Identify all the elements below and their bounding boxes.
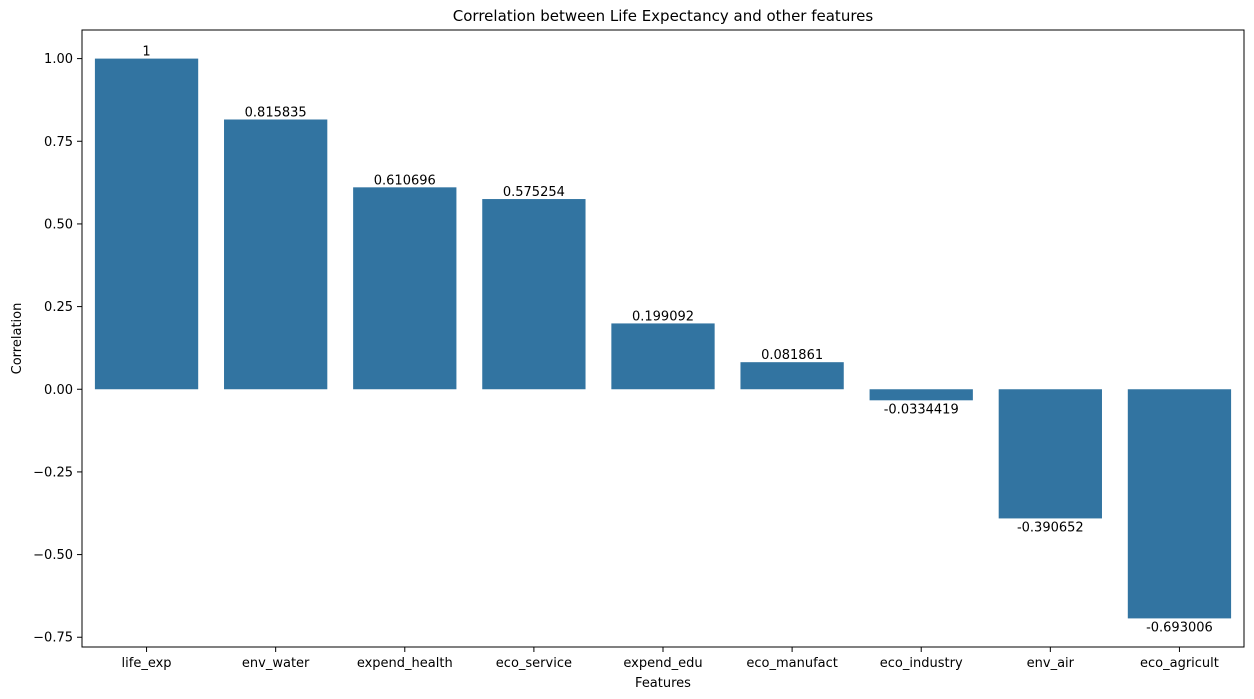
x-tick-label-eco_agricult: eco_agricult [1140, 656, 1219, 671]
x-tick-label-expend_edu: expend_edu [623, 656, 702, 671]
x-tick-label-env_air: env_air [1027, 656, 1075, 671]
bar-life_exp [94, 58, 199, 390]
y-axis: −0.75 −0.50 −0.25 0.00 0.25 0.50 0.75 1.00 [33, 52, 82, 646]
y-tick-label: 0.75 [44, 135, 73, 150]
x-axis-label: Features [635, 676, 691, 691]
data-label-eco_agricult: -0.693006 [1146, 620, 1213, 635]
bar-eco_agricult [1127, 389, 1232, 619]
y-tick-label: 1.00 [44, 52, 73, 67]
x-tick-label-env_water: env_water [242, 656, 310, 671]
data-label-expend_health: 0.610696 [374, 173, 436, 188]
x-tick-label-eco_manufact: eco_manufact [746, 656, 838, 671]
bar-env_air [998, 389, 1102, 519]
y-axis-label: Correlation [10, 303, 25, 375]
data-label-env_water: 0.815835 [245, 105, 307, 120]
bar-eco_manufact [740, 362, 844, 390]
data-label-expend_edu: 0.199092 [632, 309, 694, 324]
y-tick-label: −0.50 [33, 548, 73, 563]
bars-group [94, 58, 1232, 619]
data-label-env_air: -0.390652 [1017, 520, 1084, 535]
bar-eco_service [482, 199, 586, 390]
data-labels-group: 1 0.815835 0.610696 0.575254 0.199092 0.08186… [142, 45, 1212, 636]
y-tick-label: −0.25 [33, 465, 73, 480]
y-tick-label: 0.25 [44, 300, 73, 315]
data-label-eco_manufact: 0.081861 [761, 348, 823, 363]
data-label-life_exp: 1 [142, 45, 150, 60]
x-tick-label-life_exp: life_exp [122, 656, 172, 671]
bar-env_water [224, 119, 328, 390]
data-label-eco_service: 0.575254 [503, 185, 565, 200]
bar-expend_health [353, 187, 457, 390]
x-tick-label-eco_industry: eco_industry [880, 656, 963, 671]
bar-eco_industry [869, 389, 973, 401]
x-tick-label-expend_health: expend_health [357, 656, 453, 671]
y-tick-label: 0.00 [44, 383, 73, 398]
x-tick-label-eco_service: eco_service [496, 656, 572, 671]
x-axis: life_exp env_water expend_health eco_servic… [122, 647, 1219, 671]
y-tick-label: −0.75 [33, 631, 73, 646]
data-label-eco_industry: -0.0334419 [884, 402, 959, 417]
chart-title: Correlation between Life Expectancy and … [453, 7, 874, 25]
bar-expend_edu [611, 323, 715, 390]
y-tick-label: 0.50 [44, 217, 73, 232]
